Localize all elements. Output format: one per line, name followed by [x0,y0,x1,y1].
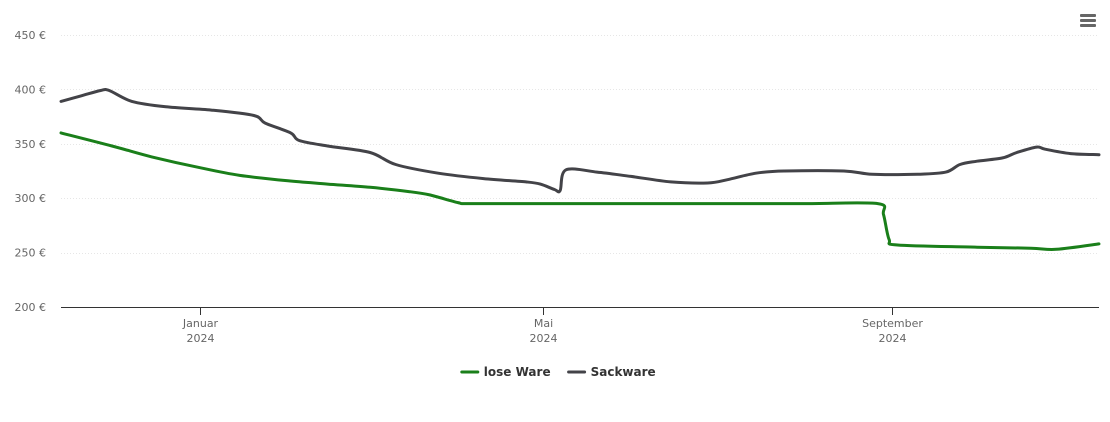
x-axis: Januar 2024 Mai 2024 September 2024 [61,307,1099,345]
y-tick-label: 300 € [15,192,47,205]
legend-item-lose-ware[interactable]: lose Ware [484,365,551,379]
x-tick-label: Mai 2024 [530,317,558,345]
legend: lose Ware Sackware [460,365,656,379]
y-tick-label: 400 € [15,83,47,96]
series-line-sackware [59,87,1101,194]
y-tick-label: 200 € [15,301,47,314]
y-tick-label: 250 € [15,247,47,260]
plot-area [59,87,1101,251]
x-tick-label: Januar 2024 [182,317,219,345]
x-tick-label: September 2024 [862,317,923,345]
y-tick-label: 350 € [15,138,47,151]
grid-lines [61,35,1099,254]
y-tick-label: 450 € [15,29,47,42]
legend-item-sackware[interactable]: Sackware [591,365,656,379]
y-axis: 200 € 250 € 300 € 350 € 400 € 450 € [15,29,47,314]
series-line-lose-ware [59,131,1101,251]
context-menu-icon[interactable] [1076,10,1100,32]
